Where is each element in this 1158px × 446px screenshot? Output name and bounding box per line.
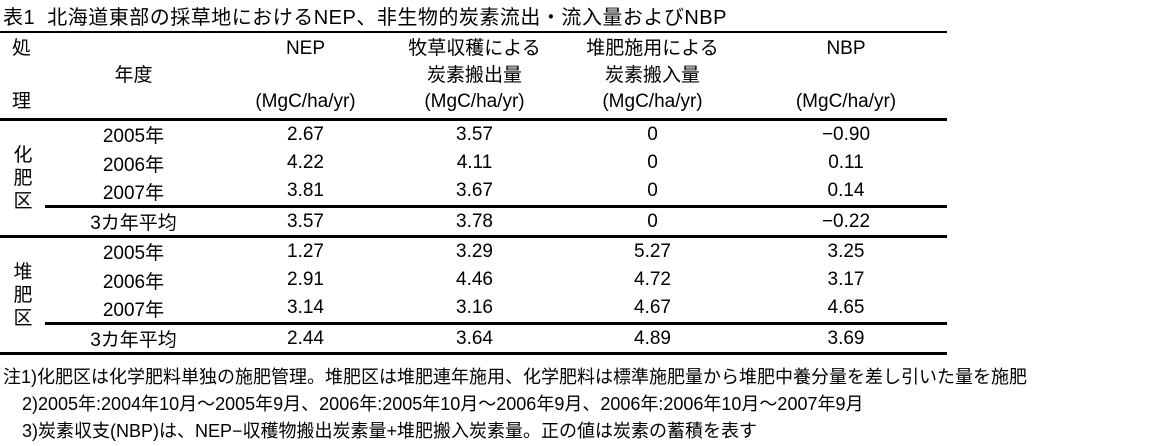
- cell-nep: 4.22: [287, 152, 324, 173]
- treatment-label-manure: 堆肥区: [13, 261, 33, 329]
- treatment-header-top: 処: [12, 38, 32, 59]
- header-year: 年度: [45, 32, 222, 120]
- header-row: 処 理 年度 NEP (MgC/ha/yr): [0, 32, 947, 120]
- table-row: 化肥区 2005年 2.67 3.57 0 −0.90: [0, 120, 947, 212]
- cell-manure: 4.89: [560, 322, 745, 354]
- table-title: 表1 北海道東部の採草地におけるNEP、非生物的炭素流出・流入量およびNBP: [3, 7, 727, 29]
- harvest-header-sublabel: 炭素搬出量: [426, 64, 522, 86]
- table-row: 2007年 3.14 3.16 4.67 4.65: [0, 295, 947, 324]
- cell-year: 3カ年平均: [45, 322, 222, 354]
- data-table: 処 理 年度 NEP (MgC/ha/yr): [0, 31, 947, 355]
- header-nep: NEP (MgC/ha/yr): [222, 32, 389, 120]
- nep-header-label: NEP: [285, 38, 326, 59]
- cell-nep: 3.14: [287, 297, 324, 319]
- manure-header-sublabel: 炭素搬入量: [604, 64, 700, 86]
- cell-manure: 4.67: [634, 297, 671, 319]
- cell-nbp: 4.65: [827, 297, 865, 319]
- table-row: 2006年 2.91 4.46 4.72 3.17: [0, 266, 947, 295]
- cell-harvest: 4.46: [456, 269, 493, 290]
- cell-manure: 5.27: [634, 240, 671, 262]
- cell-nep: 1.27: [287, 240, 324, 262]
- group-chemical-fertilizer: 化肥区 2005年 2.67 3.57 0 −0.90 2006年 4.22 4…: [0, 120, 947, 237]
- cell-manure: 4.72: [634, 269, 671, 290]
- cell-nbp: −0.90: [821, 123, 871, 145]
- footnote: 3)炭素収支(NBP)は、NEP−収穫物搬出炭素量+堆肥搬入炭素量。正の値は炭素…: [22, 421, 758, 441]
- header-nbp: NBP (MgC/ha/yr): [745, 32, 947, 120]
- footnotes: 注1)化肥区は化学肥料単独の施肥管理。堆肥区は堆肥連年施用、化学肥料は標準施肥量…: [0, 364, 1158, 445]
- header-treatment: 処 理: [0, 32, 45, 120]
- cell-nep: 3.57: [222, 205, 389, 237]
- cell-harvest: 3.78: [389, 205, 560, 237]
- cell-nep: 3.81: [287, 180, 324, 202]
- cell-harvest: 3.67: [456, 180, 493, 202]
- nep-unit-label: (MgC/ha/yr): [255, 91, 356, 112]
- cell-nbp: −0.22: [745, 205, 947, 237]
- cell-year: 2007年: [102, 299, 165, 321]
- table-row: 2006年 4.22 4.11 0 0.11: [0, 149, 947, 178]
- harvest-header-label: 牧草収穫による: [408, 38, 541, 59]
- cell-nep: 2.44: [222, 322, 389, 354]
- manure-unit-label: (MgC/ha/yr): [602, 91, 703, 112]
- treatment-header-bottom: 理: [12, 91, 32, 112]
- table-header: 処 理 年度 NEP (MgC/ha/yr): [0, 32, 947, 120]
- cell-year: 2005年: [102, 126, 165, 148]
- cell-manure: 0: [647, 123, 658, 145]
- header-manure-input: 堆肥施用による 炭素搬入量 (MgC/ha/yr): [560, 32, 745, 120]
- group-manure: 堆肥区 2005年 1.27 3.29 5.27 3.25 2006年 2.91…: [0, 237, 947, 354]
- footnote: 2)2005年:2004年10月～2005年9月、2006年:2005年10月～…: [22, 394, 864, 414]
- cell-manure: 0: [560, 205, 745, 237]
- cell-harvest: 3.16: [456, 297, 493, 319]
- cell-nbp: 3.25: [827, 240, 865, 262]
- cell-nbp: 0.14: [827, 180, 865, 202]
- manure-header-label: 堆肥施用による: [586, 38, 719, 59]
- cell-year: 2006年: [102, 154, 165, 176]
- cell-year: 2005年: [102, 243, 165, 265]
- cell-nep: 2.67: [287, 123, 324, 145]
- table-row: 2007年 3.81 3.67 0 0.14: [0, 178, 947, 207]
- cell-year: 3カ年平均: [45, 205, 222, 237]
- treatment-label-chemical: 化肥区: [13, 144, 33, 212]
- table-row-average: 3カ年平均 3.57 3.78 0 −0.22: [0, 205, 947, 237]
- cell-harvest: 3.57: [456, 123, 493, 145]
- table-row-average: 3カ年平均 2.44 3.64 4.89 3.69: [0, 322, 947, 354]
- cell-nbp: 0.11: [828, 152, 864, 173]
- harvest-unit-label: (MgC/ha/yr): [424, 91, 525, 112]
- header-harvest-export: 牧草収穫による 炭素搬出量 (MgC/ha/yr): [389, 32, 560, 120]
- cell-harvest: 4.11: [456, 152, 493, 173]
- footnote: 注1)化肥区は化学肥料単独の施肥管理。堆肥区は堆肥連年施用、化学肥料は標準施肥量…: [3, 367, 1027, 387]
- cell-harvest: 3.64: [389, 322, 560, 354]
- cell-nbp: 3.17: [827, 269, 865, 290]
- nbp-unit-label: (MgC/ha/yr): [795, 91, 897, 112]
- cell-manure: 0: [647, 180, 658, 202]
- cell-nep: 2.91: [287, 269, 324, 290]
- cell-nbp: 3.69: [745, 322, 947, 354]
- cell-year: 2007年: [102, 182, 165, 204]
- cell-year: 2006年: [102, 271, 165, 293]
- cell-harvest: 3.29: [456, 240, 493, 262]
- nbp-header-label: NBP: [826, 38, 866, 59]
- cell-manure: 0: [647, 152, 658, 173]
- year-header-label: 年度: [114, 64, 153, 86]
- table-row: 堆肥区 2005年 1.27 3.29 5.27 3.25: [0, 237, 947, 329]
